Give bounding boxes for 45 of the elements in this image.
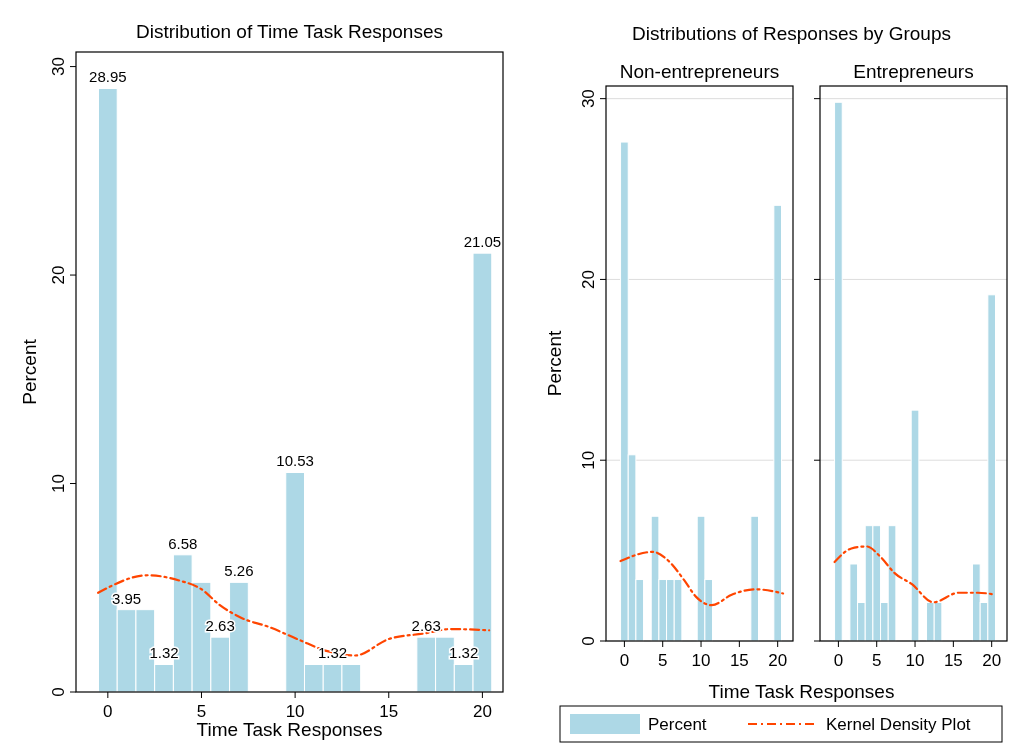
- x-tick-label: 20: [768, 651, 788, 670]
- y-tick-label: 0: [49, 687, 68, 697]
- data-label: 21.05: [463, 233, 502, 251]
- data-label: 1.32: [149, 644, 179, 662]
- data-label: 1.32: [449, 644, 479, 662]
- legend-label: Kernel Density Plot: [826, 715, 971, 734]
- data-label: 3.95: [111, 589, 142, 607]
- x-tick-label: 0: [103, 702, 113, 721]
- y-tick-label: 30: [579, 89, 598, 109]
- y-tick-label: 20: [579, 269, 598, 289]
- chart-title: Distribution of Time Task Responses: [136, 21, 443, 42]
- x-tick-label: 5: [196, 702, 207, 721]
- data-label: 5.26: [224, 562, 254, 580]
- x-tick-label: 10: [905, 651, 925, 670]
- x-tick-label: 15: [379, 702, 399, 721]
- chart-title: Distributions of Responses by Groups: [632, 23, 951, 44]
- chart-subtitle: Entrepreneurs: [853, 61, 974, 82]
- line-series: [619, 550, 785, 607]
- y-tick-label: 10: [49, 474, 68, 493]
- data-label: 28.95: [89, 68, 127, 86]
- line-series: [97, 574, 491, 657]
- data-label: 2.63: [411, 617, 441, 635]
- x-tick-label: 15: [729, 651, 749, 670]
- x-axis-title: Time Task Responses: [708, 681, 895, 702]
- x-tick-label: 20: [982, 651, 1002, 670]
- y-tick-label: 30: [49, 57, 68, 77]
- data-label: 2.63: [205, 617, 235, 635]
- x-axis-title: Time Task Responses: [196, 719, 383, 740]
- x-tick-label: 15: [943, 651, 963, 670]
- x-tick-label: 5: [657, 651, 668, 670]
- data-label: 10.53: [276, 452, 314, 470]
- x-tick-label: 0: [619, 651, 630, 670]
- y-tick-label: 20: [49, 265, 68, 285]
- data-label: 6.58: [168, 534, 198, 552]
- x-tick-label: 5: [871, 651, 882, 670]
- legend-label: Percent: [648, 715, 707, 734]
- x-tick-label: 10: [285, 702, 305, 721]
- x-tick-label: 0: [833, 651, 844, 670]
- y-axis-title: Percent: [544, 330, 565, 397]
- y-tick-label: 10: [579, 450, 598, 470]
- chart-subtitle: Non-entrepreneurs: [619, 61, 780, 82]
- x-tick-label: 10: [691, 651, 711, 670]
- x-tick-label: 20: [472, 702, 492, 721]
- y-tick-label: 0: [579, 636, 598, 646]
- y-axis-title: Percent: [19, 338, 40, 405]
